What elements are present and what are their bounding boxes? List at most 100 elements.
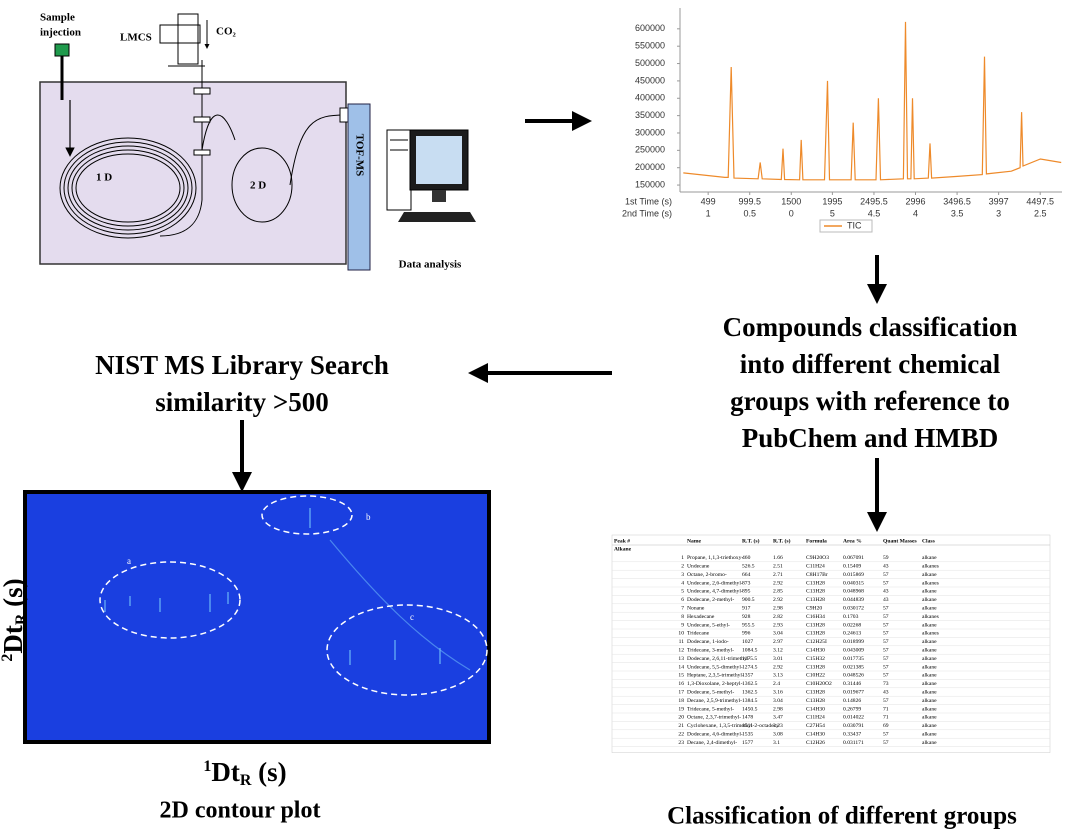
x2-tick-label: 4	[913, 208, 918, 218]
legend-box	[819, 219, 873, 233]
table-cell: C14H30	[806, 647, 825, 653]
unit: (s)	[251, 757, 286, 787]
table-cell: 2.51	[773, 563, 783, 569]
table-cell: 3.12	[773, 647, 783, 653]
instrument-label: Sample	[40, 12, 75, 24]
unit: (s)	[0, 578, 28, 613]
step-label: groups with reference to	[730, 386, 1010, 416]
table-cell: 0.048968	[843, 589, 864, 595]
table-cell: 2.98	[773, 605, 783, 611]
table-cell: 0.044839	[843, 597, 864, 603]
table-cell: 18	[678, 698, 684, 704]
table-cell: 2.92	[773, 664, 783, 670]
table-cell: alkane	[922, 597, 937, 603]
table-cell: 6	[681, 597, 684, 603]
base: Dt	[211, 757, 240, 787]
table-cell: 23	[678, 740, 684, 746]
table-cell: alkane	[922, 656, 937, 662]
table-cell: 0.017735	[843, 656, 864, 662]
table-cell: 3.01	[773, 656, 783, 662]
table-cell: 3.04	[773, 631, 783, 637]
table-cell: 59	[883, 555, 889, 561]
table-cell: 0.030791	[843, 723, 864, 729]
x-tick-label: 3997	[989, 196, 1009, 206]
table-cell: 0.26799	[843, 706, 861, 712]
step-label: Compounds classification	[723, 312, 1018, 342]
table-cell: 3.04	[773, 698, 783, 704]
table-cell: alkane	[922, 706, 937, 712]
table-cell: 928	[742, 614, 751, 620]
x-tick-label: 2495.5	[860, 196, 888, 206]
table-cell: 900.5	[742, 597, 755, 603]
table-cell: 3	[681, 572, 684, 578]
table-cell: 0.031171	[843, 740, 864, 746]
injector	[54, 43, 70, 57]
tic-line	[683, 21, 1062, 181]
table-cell: 0.31446	[843, 681, 861, 687]
instrument-label: 1 D	[96, 172, 112, 184]
table-cell: 0.14826	[843, 698, 861, 704]
x2-tick-label: 0	[789, 208, 794, 218]
sup: 1	[203, 758, 211, 775]
table-cell: 69	[883, 723, 889, 729]
table-cell: 460	[742, 555, 751, 561]
table-cell: 1.66	[773, 555, 783, 561]
y-tick-label: 250000	[635, 145, 665, 155]
y-tick-label: 400000	[635, 93, 665, 103]
y-tick-label: 150000	[635, 179, 665, 189]
table-cell: 5	[681, 589, 684, 595]
region-label: a	[127, 556, 131, 566]
table-cell: 0.018999	[843, 639, 864, 645]
computer	[386, 129, 476, 222]
table-cell: Undecane, 5,5-dimethyl-	[687, 664, 743, 670]
table-cell: C13H28	[806, 689, 825, 695]
y-axis-label: 2DtR (s)	[0, 578, 30, 661]
x-tick-label: 499	[701, 196, 716, 206]
table-header: R.T. (s)	[773, 537, 791, 544]
table-header: Class	[922, 538, 936, 544]
table-cell: 2.4	[773, 681, 780, 687]
table-cell: 0.048526	[843, 673, 864, 679]
table-header: Quant Masses	[883, 538, 918, 544]
table-cell: 1535	[742, 731, 753, 737]
y-tick-label: 450000	[635, 75, 665, 85]
table-cell: 57	[883, 647, 889, 653]
table-cell: 43	[883, 689, 889, 695]
sub: R	[240, 772, 252, 789]
contour-plot: a b c 2DtR (s) 1DtR (s) 2D contour plot	[0, 490, 491, 824]
table-cell: 0.040315	[843, 580, 864, 586]
table-cell: 19	[678, 706, 684, 712]
table-cell: Cyclohexane, 1,3,5-trimethyl-2-octadecy	[687, 723, 779, 729]
step-label: PubChem and HMBD	[742, 423, 999, 453]
table-cell: 7	[681, 605, 684, 611]
table-header: Peak #	[614, 538, 630, 544]
table-group: Alkane	[614, 547, 632, 553]
table-cell: 57	[883, 698, 889, 704]
table-cell: 0.24613	[843, 631, 861, 637]
table-cell: C11H24	[806, 715, 825, 721]
table-cell: Undecane	[687, 563, 710, 569]
table-cell: 1,3-Dioxolane, 2-heptyl-	[687, 681, 743, 687]
table-cell: 22	[678, 731, 684, 737]
table-cell: 3.08	[773, 731, 783, 737]
table-cell: Heptane, 2,3,5-trimethyl-	[687, 673, 744, 679]
table-header: Area %	[843, 538, 862, 544]
table-cell: C13H28	[806, 622, 825, 628]
table-cell: alkane	[922, 731, 937, 737]
table-cell: 57	[883, 580, 889, 586]
caption: 2D contour plot	[160, 798, 321, 824]
table-cell: 4	[681, 580, 684, 586]
contour-image	[23, 490, 491, 744]
table-cell: 16	[678, 681, 684, 687]
x-row-label: 2nd Time (s)	[622, 208, 672, 218]
table-cell: 57	[883, 605, 889, 611]
table-cell: 57	[883, 639, 889, 645]
table-cell: C13H28	[806, 597, 825, 603]
table-cell: 526.5	[742, 563, 755, 569]
table-cell: alkanes	[922, 614, 939, 620]
table-cell: 57	[883, 572, 889, 578]
table-cell: Propane, 1,1,3-triethoxy-	[687, 555, 743, 561]
table-cell: Dodecane, 2,6,11-trimethyl-	[687, 656, 750, 662]
table-cell: alkane	[922, 740, 937, 746]
